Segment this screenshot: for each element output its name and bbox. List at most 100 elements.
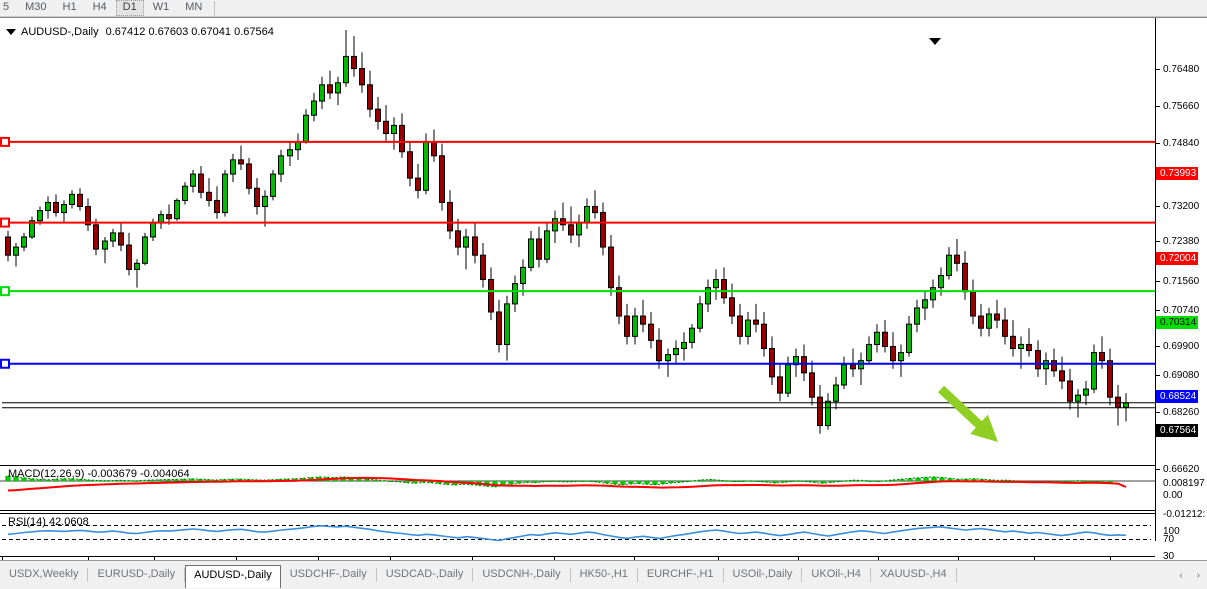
time-axis-tick	[798, 557, 799, 561]
tick-label: 0.76480	[1163, 64, 1200, 75]
rsi-pane[interactable]	[0, 513, 1155, 556]
price-tick: 0.69080	[1156, 370, 1199, 382]
tab-next-arrow-icon[interactable]: ›	[1196, 569, 1200, 581]
macd-scale-label: -0.01212:	[1163, 509, 1206, 520]
tab-divider	[869, 568, 871, 582]
pane-collapse-triangle-icon[interactable]	[929, 38, 941, 45]
candlestick-plot	[0, 30, 1155, 442]
price-tag-support-green[interactable]: 0.70314	[1156, 316, 1199, 329]
tick-label: 0.71560	[1163, 276, 1200, 287]
tick-label: 0.68260	[1163, 407, 1200, 418]
symbol-tab-usdcnh-daily[interactable]: USDCNH-,Daily	[482, 568, 561, 580]
timeframe-button-mn[interactable]: MN	[185, 1, 203, 13]
price-tag-resistance-2[interactable]: 0.72004	[1156, 252, 1199, 265]
price-tick: 0.71560	[1156, 276, 1199, 288]
tick-dash	[1156, 241, 1160, 242]
price-tick: 0.69900	[1156, 341, 1199, 353]
tick-label: 0.75660	[1163, 101, 1200, 112]
tick-dash	[1156, 206, 1160, 207]
price-tick: 0.76480	[1156, 64, 1199, 76]
tick-label: 0.72380	[1163, 236, 1200, 247]
tick-dash	[1156, 412, 1160, 413]
rsi-scale-label: 100	[1163, 526, 1180, 537]
chart-symbol-header: AUDUSD-,Daily 0.67412 0.67603 0.67041 0.…	[6, 26, 274, 38]
tab-prev-arrow-icon[interactable]: ‹	[1179, 569, 1183, 581]
tick-dash	[1156, 310, 1160, 311]
time-axis-tick	[554, 557, 555, 561]
time-axis-tick	[2, 557, 3, 561]
tick-dash	[1156, 375, 1160, 376]
price-tag-support-blue[interactable]: 0.68524	[1156, 390, 1199, 403]
price-tag-current-price[interactable]: 0.67564	[1156, 424, 1199, 437]
timeframe-button-w1[interactable]: W1	[152, 1, 170, 13]
time-axis-tick	[390, 557, 391, 561]
tick-label: 0.73200	[1163, 201, 1200, 212]
price-tick: 0.72380	[1156, 236, 1199, 248]
timeframe-button-d1[interactable]: D1	[115, 0, 144, 16]
tick-dash	[1156, 346, 1160, 347]
price-tick: 0.70740	[1156, 305, 1199, 317]
tick-label: 0.69900	[1163, 341, 1200, 352]
price-tick: 0.73200	[1156, 201, 1199, 213]
tab-divider	[955, 568, 957, 582]
symbol-tab-usdchf-daily[interactable]: USDCHF-,Daily	[289, 568, 367, 580]
symbol-tab-ukoil-h4[interactable]: UKOil-,H4	[811, 568, 861, 580]
chart-ohlc-values: 0.67412 0.67603 0.67041 0.67564	[105, 26, 274, 38]
tab-divider	[569, 568, 571, 582]
rsi-plot	[2, 525, 1151, 542]
chart-symbol-label: AUDUSD-,Daily	[21, 26, 99, 38]
tab-divider	[375, 568, 377, 582]
tick-dash	[1156, 69, 1160, 70]
tab-divider	[801, 568, 803, 582]
time-axis-tick	[236, 557, 237, 561]
toolbar-divider	[214, 0, 216, 16]
rsi-scale-label: 30	[1163, 551, 1175, 562]
price-scale-divider	[1155, 18, 1156, 541]
price-tick: 0.66620	[1156, 464, 1199, 476]
timeframe-toolbar: 5 M30 H1 H4 D1 W1 MN	[0, 0, 1207, 17]
tick-label: 0.70740	[1163, 305, 1200, 316]
time-axis-tick	[718, 557, 719, 561]
symbol-tab-audusd-daily[interactable]: AUDUSD-,Daily	[185, 564, 281, 588]
symbol-tab-eurusd-daily[interactable]: EURUSD-,Daily	[97, 568, 176, 580]
timeframe-button-m30[interactable]: M30	[25, 1, 47, 13]
timeframe-button-h4[interactable]: H4	[92, 1, 107, 13]
price-scale[interactable]: 0.76480 0.75660 0.74840 0.73200 0.72380 …	[1156, 30, 1207, 570]
tab-divider	[636, 568, 638, 582]
rsi-scale-label: 70	[1163, 534, 1175, 545]
tick-label: 0.66620	[1163, 464, 1200, 475]
time-axis-tick	[1110, 557, 1111, 561]
tab-divider	[722, 568, 724, 582]
price-tick: 0.74840	[1156, 138, 1199, 150]
tick-label: 0.74840	[1163, 138, 1200, 149]
rsi-label: RSI(14) 42.0608	[8, 516, 89, 528]
timeframe-button-m5[interactable]: 5	[3, 1, 10, 13]
macd-pane[interactable]	[0, 465, 1155, 511]
price-pane[interactable]	[0, 30, 1155, 463]
symbol-tab-usdcad-daily[interactable]: USDCAD-,Daily	[385, 568, 464, 580]
symbol-tab-usoil-daily[interactable]: USOil-,Daily	[732, 568, 793, 580]
price-tag-resistance-1[interactable]: 0.73993	[1156, 167, 1199, 180]
tick-dash	[1156, 469, 1160, 470]
symbol-tab-usdx-weekly[interactable]: USDX,Weekly	[9, 568, 79, 580]
tick-dash	[1156, 106, 1160, 107]
time-axis-tick	[88, 557, 89, 561]
symbol-tab-bar: USDX,Weekly EURUSD-,Daily AUDUSD-,Daily …	[0, 560, 1207, 589]
price-tick: 0.68260	[1156, 407, 1199, 419]
tick-label: 0.69080	[1163, 370, 1200, 381]
chart-frame[interactable]: AUDUSD-,Daily 0.67412 0.67603 0.67041 0.…	[0, 17, 1207, 571]
time-axis-tick	[318, 557, 319, 561]
symbol-tab-eurchf-h1[interactable]: EURCHF-,H1	[646, 568, 714, 580]
time-axis-tick	[878, 557, 879, 561]
macd-label: MACD(12,26,9) -0.003679 -0.004064	[8, 468, 190, 480]
tab-divider	[87, 568, 89, 582]
macd-scale-label: 0.008197	[1163, 478, 1205, 489]
macd-plot	[0, 475, 1155, 492]
tick-dash	[1156, 281, 1160, 282]
triangle-down-icon[interactable]	[6, 29, 16, 35]
time-axis-tick	[472, 557, 473, 561]
symbol-tab-hk50-h1[interactable]: HK50-,H1	[579, 568, 628, 580]
symbol-tab-xauusd-h4[interactable]: XAUUSD-,H4	[879, 568, 947, 580]
timeframe-button-h1[interactable]: H1	[62, 1, 77, 13]
